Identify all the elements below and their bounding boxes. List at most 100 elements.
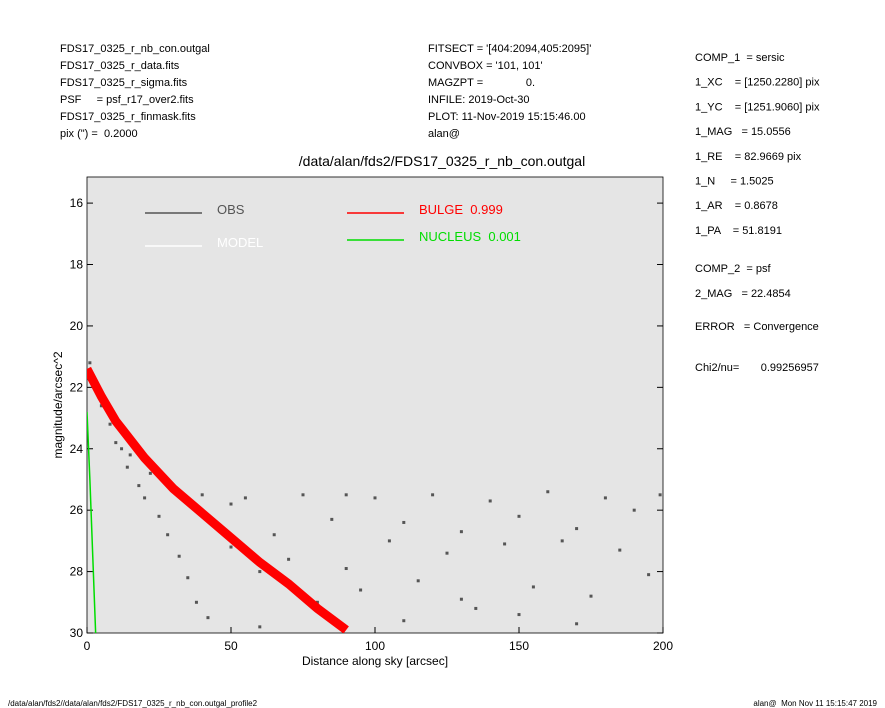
header-line: pix (") = 0.2000 bbox=[60, 128, 138, 140]
header-line: PLOT: 11-Nov-2019 15:15:46.00 bbox=[428, 111, 586, 123]
obs-point bbox=[575, 527, 579, 531]
obs-point bbox=[560, 539, 564, 543]
x-tick-label: 200 bbox=[653, 639, 673, 653]
obs-point bbox=[243, 496, 247, 500]
obs-point bbox=[618, 548, 622, 552]
fit-line: 1_N = 1.5025 bbox=[695, 176, 774, 188]
obs-point bbox=[287, 557, 291, 561]
x-axis-label: Distance along sky [arcsec] bbox=[302, 654, 448, 668]
obs-point bbox=[575, 622, 579, 626]
x-tick-label: 0 bbox=[84, 639, 91, 653]
obs-point bbox=[128, 453, 132, 457]
header-line: FDS17_0325_r_finmask.fits bbox=[60, 111, 196, 123]
obs-point bbox=[88, 361, 92, 365]
header-line: FDS17_0325_r_sigma.fits bbox=[60, 77, 188, 89]
obs-point bbox=[459, 597, 463, 601]
profile-line bbox=[87, 411, 97, 633]
obs-point bbox=[177, 554, 181, 558]
y-tick-label: 26 bbox=[70, 503, 84, 517]
header-line: alan@ bbox=[428, 128, 460, 140]
obs-point bbox=[301, 493, 305, 497]
obs-point bbox=[445, 551, 449, 555]
footer-left: /data/alan/fds2//data/alan/fds2/FDS17_03… bbox=[8, 699, 258, 708]
fit-line: 1_PA = 51.8191 bbox=[695, 225, 782, 237]
obs-point bbox=[402, 520, 406, 524]
header-line: FDS17_0325_r_data.fits bbox=[60, 60, 180, 72]
fit-line: COMP_2 = psf bbox=[695, 263, 771, 275]
fit-line: COMP_1 = sersic bbox=[695, 52, 785, 64]
obs-point bbox=[589, 594, 593, 598]
y-tick-label: 28 bbox=[70, 565, 84, 579]
plot-background bbox=[86, 176, 664, 634]
obs-point bbox=[373, 496, 377, 500]
obs-point bbox=[229, 502, 233, 506]
fit-line: 1_AR = 0.8678 bbox=[695, 200, 778, 212]
footer-right: alan@ Mon Nov 11 15:15:47 2019 bbox=[753, 699, 877, 708]
obs-point bbox=[647, 573, 651, 577]
obs-point bbox=[632, 508, 636, 512]
obs-point bbox=[186, 576, 190, 580]
obs-point bbox=[229, 545, 233, 549]
obs-point bbox=[402, 619, 406, 623]
obs-point bbox=[474, 606, 478, 610]
x-tick-label: 150 bbox=[509, 639, 529, 653]
y-axis-label: magnitude/arcsec^2 bbox=[51, 351, 65, 458]
obs-point bbox=[125, 465, 129, 469]
chart-title: /data/alan/fds2/FDS17_0325_r_nb_con.outg… bbox=[299, 153, 585, 169]
obs-point bbox=[194, 600, 198, 604]
obs-point bbox=[344, 567, 348, 571]
obs-point bbox=[359, 588, 363, 592]
chi2-info: Chi2/nu= 0.99256957 bbox=[695, 362, 819, 374]
obs-point bbox=[603, 496, 607, 500]
obs-point bbox=[330, 517, 334, 521]
obs-point bbox=[120, 447, 124, 451]
obs-point bbox=[416, 579, 420, 583]
obs-point bbox=[517, 613, 521, 617]
legend-label: OBS bbox=[217, 202, 245, 217]
obs-point bbox=[157, 514, 161, 518]
fit-line: 2_MAG = 22.4854 bbox=[695, 288, 791, 300]
legend-label: MODEL bbox=[217, 235, 263, 250]
obs-point bbox=[258, 625, 262, 629]
obs-point bbox=[143, 496, 147, 500]
header-line: PSF = psf_r17_over2.fits bbox=[60, 94, 194, 106]
obs-point bbox=[108, 422, 112, 426]
legend-label: NUCLEUS 0.001 bbox=[419, 229, 521, 244]
obs-point bbox=[148, 471, 152, 475]
obs-point bbox=[99, 404, 103, 408]
obs-point bbox=[387, 539, 391, 543]
header-line: INFILE: 2019-Oct-30 bbox=[428, 94, 530, 106]
obs-point bbox=[137, 484, 141, 488]
obs-point bbox=[431, 493, 435, 497]
obs-point bbox=[531, 585, 535, 589]
fit-line: 1_RE = 82.9669 pix bbox=[695, 151, 802, 163]
obs-point bbox=[658, 493, 662, 497]
obs-point bbox=[166, 533, 170, 537]
y-tick-label: 24 bbox=[70, 442, 84, 456]
y-tick-label: 30 bbox=[70, 626, 84, 640]
obs-point bbox=[206, 616, 210, 620]
header-line: MAGZPT = 0. bbox=[428, 77, 535, 89]
obs-point bbox=[272, 533, 276, 537]
header-line: FDS17_0325_r_nb_con.outgal bbox=[60, 43, 210, 55]
fit-line: 1_YC = [1251.9060] pix bbox=[695, 101, 820, 113]
fit-line: 1_MAG = 15.0556 bbox=[695, 126, 791, 138]
header-line: CONVBOX = '101, 101' bbox=[428, 60, 543, 72]
y-tick-label: 18 bbox=[70, 258, 84, 272]
legend-label: BULGE 0.999 bbox=[419, 202, 503, 217]
fit-line: 1_XC = [1250.2280] pix bbox=[695, 77, 820, 89]
obs-point bbox=[488, 499, 492, 503]
error-info: ERROR = Convergence bbox=[695, 321, 819, 333]
obs-point bbox=[546, 490, 550, 494]
obs-point bbox=[503, 542, 507, 546]
obs-point bbox=[459, 530, 463, 534]
profile-line bbox=[87, 366, 349, 633]
x-tick-label: 50 bbox=[224, 639, 238, 653]
y-tick-label: 20 bbox=[70, 319, 84, 333]
y-tick-label: 22 bbox=[70, 380, 84, 394]
x-tick-label: 100 bbox=[365, 639, 385, 653]
y-tick-label: 16 bbox=[70, 196, 84, 210]
obs-point bbox=[200, 493, 204, 497]
obs-point bbox=[344, 493, 348, 497]
